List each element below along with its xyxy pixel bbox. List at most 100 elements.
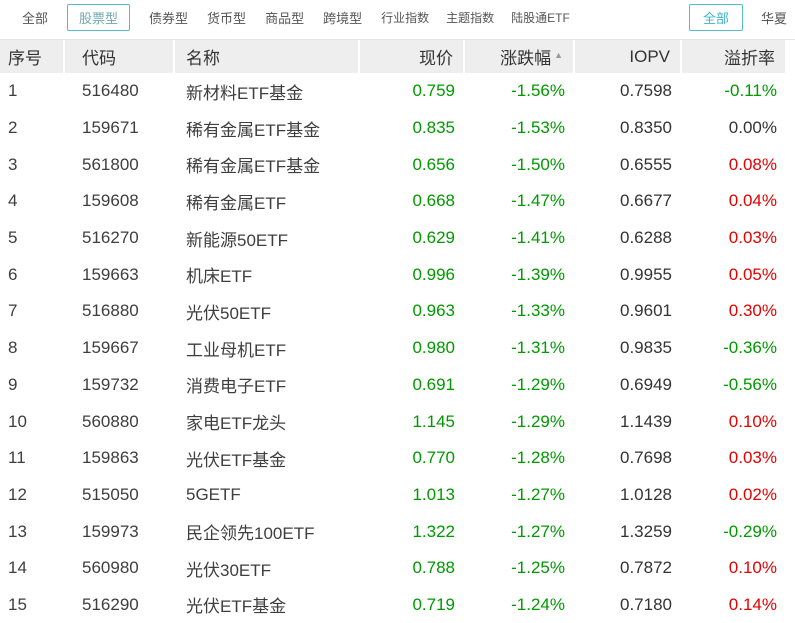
cell-premium: 0.10% xyxy=(728,411,777,431)
table-row[interactable]: 7 516880 光伏50ETF 0.963 -1.33% 0.9601 0.30% xyxy=(0,293,795,330)
table-row[interactable]: 11 159863 光伏ETF基金 0.770 -1.28% 0.7698 0.03% xyxy=(0,439,795,477)
column-header-IOPV[interactable]: IOPV xyxy=(575,40,682,73)
nav-tab-股票型[interactable]: 股票型 xyxy=(67,3,131,31)
cell-premium: 0.04% xyxy=(728,191,777,211)
cell-price: 1.322 xyxy=(412,521,455,541)
nav-tab-行业指数[interactable]: 行业指数 xyxy=(381,10,430,25)
column-header-label: 代码 xyxy=(82,49,116,68)
column-header-代码[interactable]: 代码 xyxy=(65,40,175,73)
table-row[interactable]: 14 560980 光伏30ETF 0.788 -1.25% 0.7872 0.10% xyxy=(0,549,795,587)
table-row[interactable]: 5 516270 新能源50ETF 0.629 -1.41% 0.6288 0.03% xyxy=(0,219,795,257)
nav-tab-全部[interactable]: 全部 xyxy=(688,3,743,31)
cell-iopv: 0.6555 xyxy=(620,154,672,174)
table-row[interactable]: 9 159732 消费电子ETF 0.691 -1.29% 0.6949 -0.56% xyxy=(0,366,795,404)
column-header-涨跌幅[interactable]: 涨跌幅 ▲ xyxy=(465,40,575,73)
cell-iopv: 0.7598 xyxy=(620,81,672,101)
cell-iopv: 0.7872 xyxy=(620,558,672,578)
column-header-名称[interactable]: 名称 xyxy=(175,40,360,73)
cell-change: -1.50% xyxy=(511,154,565,174)
cell-code: 159667 xyxy=(82,338,139,358)
cell-change: -1.53% xyxy=(511,118,565,138)
nav-tab-陆股通ETF[interactable]: 陆股通ETF xyxy=(511,10,570,25)
table-header-row: 序号 代码 名称 现价 涨跌幅 ▲ IOPV 溢折率 xyxy=(0,39,795,73)
cell-price: 0.668 xyxy=(412,191,455,211)
cell-code: 560980 xyxy=(82,558,139,578)
table-row[interactable]: 13 159973 民企领先100ETF 1.322 -1.27% 1.3259 -0.29… xyxy=(0,513,795,550)
column-header-现价[interactable]: 现价 xyxy=(360,40,465,73)
cell-name: 5GETF xyxy=(186,484,241,504)
table-row[interactable]: 1 516480 新材料ETF基金 0.759 -1.56% 0.7598 -0.11% xyxy=(0,73,795,110)
cell-code: 516880 xyxy=(82,301,139,321)
table-row[interactable]: 4 159608 稀有金属ETF 0.668 -1.47% 0.6677 0.04% xyxy=(0,183,795,220)
cell-code: 159732 xyxy=(82,374,139,394)
cell-price: 1.145 xyxy=(412,411,455,431)
cell-seq: 9 xyxy=(8,374,18,394)
cell-code: 159663 xyxy=(82,264,139,284)
cell-iopv: 1.3259 xyxy=(620,521,672,541)
cell-code: 516270 xyxy=(82,228,139,248)
nav-tab-货币型[interactable]: 货币型 xyxy=(207,10,247,26)
column-header-label: 序号 xyxy=(8,49,42,68)
nav-tab-主题指数[interactable]: 主题指数 xyxy=(446,10,495,25)
cell-seq: 12 xyxy=(8,484,27,504)
cell-name: 光伏30ETF xyxy=(186,560,272,580)
cell-code: 515050 xyxy=(82,484,139,504)
cell-price: 0.788 xyxy=(412,558,455,578)
table-row[interactable]: 6 159663 机床ETF 0.996 -1.39% 0.9955 0.05% xyxy=(0,256,795,294)
cell-price: 0.835 xyxy=(412,118,455,138)
cell-seq: 10 xyxy=(8,411,27,431)
cell-price: 0.770 xyxy=(412,448,455,468)
table-row[interactable]: 15 516290 光伏ETF基金 0.719 -1.24% 0.7180 0.14% xyxy=(0,586,795,623)
table-row[interactable]: 8 159667 工业母机ETF 0.980 -1.31% 0.9835 -0.36% xyxy=(0,329,795,367)
column-header-label: 溢折率 xyxy=(724,49,775,68)
cell-iopv: 0.8350 xyxy=(620,118,672,138)
nav-tab-债券型[interactable]: 债券型 xyxy=(149,10,189,26)
cell-change: -1.25% xyxy=(511,558,565,578)
cell-seq: 15 xyxy=(8,594,27,614)
cell-code: 159973 xyxy=(82,521,139,541)
etf-table-body: 1 516480 新材料ETF基金 0.759 -1.56% 0.7598 -0.11% 2 1… xyxy=(0,73,795,623)
table-row[interactable]: 10 560880 家电ETF龙头 1.145 -1.29% 1.1439 0.10% xyxy=(0,403,795,440)
cell-price: 0.719 xyxy=(412,594,455,614)
cell-iopv: 1.0128 xyxy=(620,484,672,504)
cell-premium: 0.05% xyxy=(728,264,777,284)
column-header-label: IOPV xyxy=(629,46,670,66)
cell-price: 0.629 xyxy=(412,228,455,248)
filter-nav-bar: 全部 股票型 债券型 货币型 商品型 跨境型 行业指数 主题指数 陆股通ETF 全部 华夏 xyxy=(0,0,795,34)
cell-change: -1.29% xyxy=(511,374,565,394)
sort-ascending-icon: ▲ xyxy=(554,50,563,60)
nav-tab-全部[interactable]: 全部 xyxy=(22,10,49,26)
cell-premium: 0.03% xyxy=(728,228,777,248)
cell-iopv: 0.7698 xyxy=(620,448,672,468)
cell-iopv: 0.9601 xyxy=(620,301,672,321)
cell-premium: -0.11% xyxy=(724,81,777,101)
cell-name: 民企领先100ETF xyxy=(186,524,315,544)
cell-price: 0.963 xyxy=(412,301,455,321)
table-row[interactable]: 12 515050 5GETF 1.013 -1.27% 1.0128 0.02% xyxy=(0,476,795,514)
column-header-溢折率[interactable]: 溢折率 xyxy=(682,40,787,73)
cell-price: 0.996 xyxy=(412,264,455,284)
cell-premium: 0.14% xyxy=(728,594,777,614)
cell-premium: -0.29% xyxy=(723,521,777,541)
table-row[interactable]: 2 159671 稀有金属ETF基金 0.835 -1.53% 0.8350 0.00% xyxy=(0,109,795,147)
nav-tab-商品型[interactable]: 商品型 xyxy=(265,10,305,26)
cell-seq: 14 xyxy=(8,558,27,578)
column-header-序号[interactable]: 序号 xyxy=(0,40,65,73)
cell-change: -1.56% xyxy=(511,81,565,101)
cell-price: 0.759 xyxy=(412,81,455,101)
cell-name: 稀有金属ETF基金 xyxy=(186,120,321,140)
cell-iopv: 0.6288 xyxy=(620,228,672,248)
table-row[interactable]: 3 561800 稀有金属ETF基金 0.656 -1.50% 0.6555 0.08% xyxy=(0,146,795,184)
cell-name: 新能源50ETF xyxy=(186,230,289,250)
cell-iopv: 0.9835 xyxy=(620,338,672,358)
cell-price: 0.691 xyxy=(412,374,455,394)
cell-change: -1.33% xyxy=(511,301,565,321)
cell-change: -1.27% xyxy=(511,484,565,504)
cell-code: 159671 xyxy=(82,118,139,138)
column-header-label: 涨跌幅 xyxy=(500,49,552,68)
cell-change: -1.28% xyxy=(511,448,565,468)
cell-name: 光伏ETF基金 xyxy=(186,597,287,617)
nav-tab-跨境型[interactable]: 跨境型 xyxy=(323,10,363,26)
nav-tab-华夏[interactable]: 华夏 xyxy=(760,10,787,26)
cell-seq: 11 xyxy=(8,448,26,468)
